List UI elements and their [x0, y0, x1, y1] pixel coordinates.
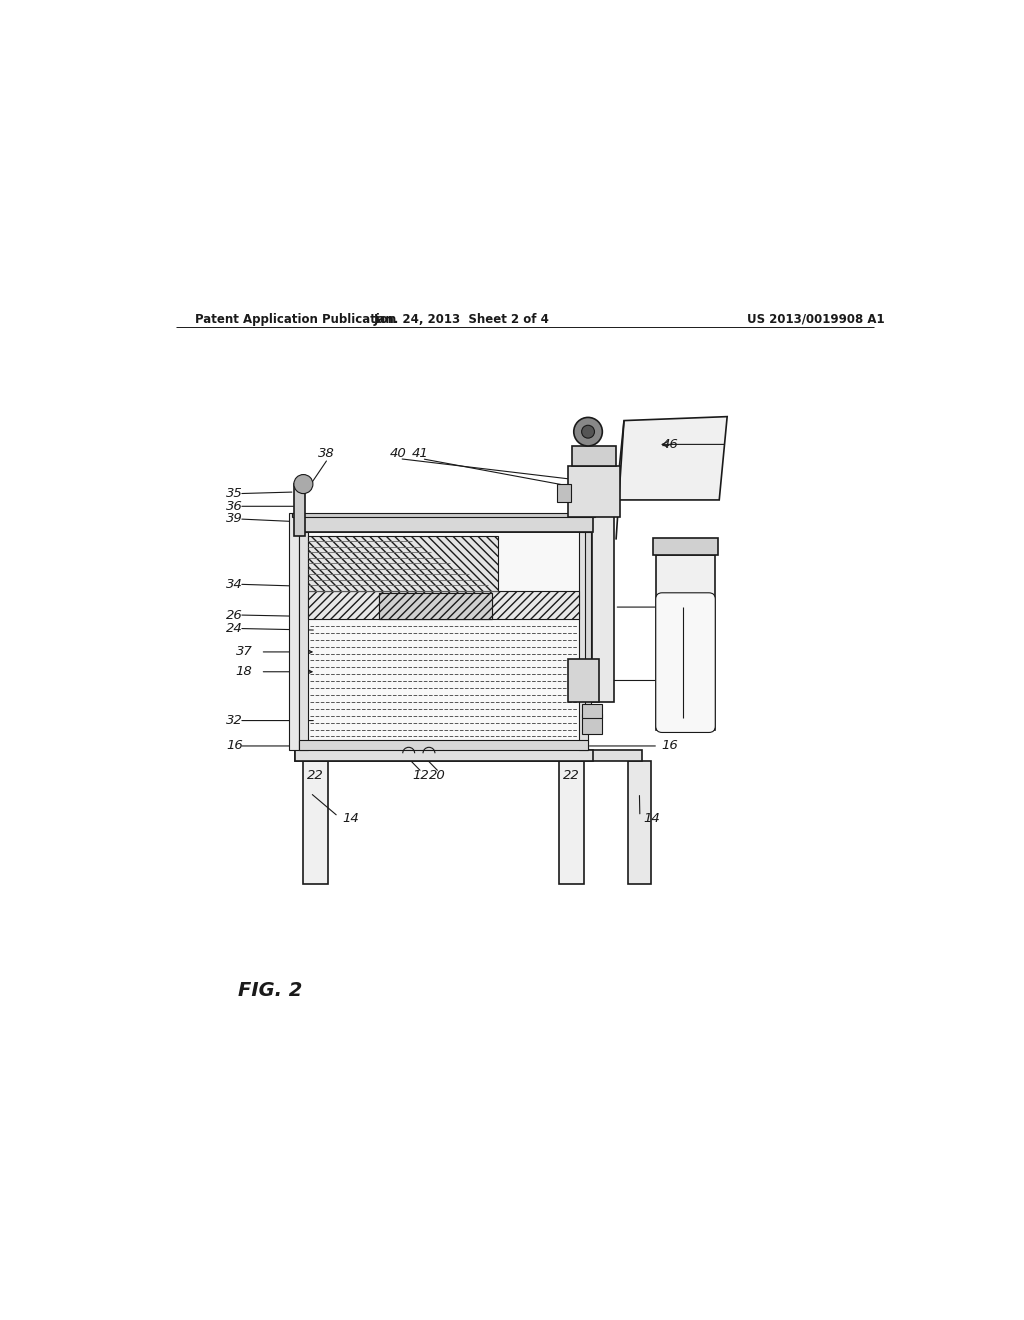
Bar — [296, 517, 593, 532]
Text: 24: 24 — [226, 622, 243, 635]
Text: 74: 74 — [662, 627, 678, 640]
Bar — [294, 484, 305, 536]
Text: Patent Application Publication: Patent Application Publication — [196, 313, 396, 326]
Text: 38: 38 — [318, 447, 335, 461]
Text: 35: 35 — [226, 487, 243, 500]
Bar — [628, 762, 651, 884]
Bar — [568, 659, 599, 702]
Text: 26: 26 — [226, 609, 243, 622]
Bar — [303, 762, 328, 884]
Text: 36: 36 — [226, 500, 243, 512]
Bar — [655, 556, 715, 730]
Bar — [582, 704, 602, 718]
Text: 12: 12 — [412, 768, 429, 781]
Bar — [568, 466, 620, 517]
Bar — [592, 516, 614, 702]
Text: 34: 34 — [226, 578, 243, 591]
Bar — [308, 590, 579, 619]
Text: 20: 20 — [429, 768, 446, 781]
Bar — [572, 446, 616, 466]
Text: 39: 39 — [226, 512, 243, 525]
Text: 14: 14 — [644, 812, 660, 825]
Bar — [559, 762, 585, 884]
Bar — [579, 532, 588, 750]
Bar — [379, 594, 493, 619]
Text: 46: 46 — [662, 438, 678, 451]
Bar — [299, 532, 588, 750]
Text: 40: 40 — [389, 447, 407, 461]
Bar — [379, 594, 493, 619]
Text: 14: 14 — [342, 812, 359, 825]
Circle shape — [582, 425, 595, 438]
Bar — [292, 512, 595, 517]
Polygon shape — [616, 417, 727, 500]
Text: 22: 22 — [563, 768, 580, 781]
Text: 18: 18 — [236, 665, 253, 678]
Text: 32: 32 — [226, 714, 243, 727]
Text: 16: 16 — [662, 739, 678, 752]
Text: 16: 16 — [226, 739, 243, 752]
Bar — [653, 539, 718, 556]
Polygon shape — [296, 750, 642, 762]
Bar — [289, 512, 299, 750]
Circle shape — [573, 417, 602, 446]
Text: 48: 48 — [662, 675, 678, 686]
Bar — [586, 532, 591, 718]
Circle shape — [294, 475, 313, 494]
Bar — [582, 714, 602, 734]
Text: 22: 22 — [307, 768, 324, 781]
FancyBboxPatch shape — [655, 593, 715, 733]
Text: 37: 37 — [236, 645, 253, 659]
Bar — [296, 750, 593, 762]
Text: FIG. 2: FIG. 2 — [238, 981, 302, 999]
Bar — [308, 536, 498, 590]
Bar — [556, 484, 570, 502]
Text: 41: 41 — [412, 447, 428, 461]
Text: US 2013/0019908 A1: US 2013/0019908 A1 — [748, 313, 885, 326]
Text: Jan. 24, 2013  Sheet 2 of 4: Jan. 24, 2013 Sheet 2 of 4 — [374, 313, 549, 326]
Bar — [299, 532, 308, 750]
Bar — [299, 741, 588, 750]
Text: 24: 24 — [662, 601, 678, 614]
